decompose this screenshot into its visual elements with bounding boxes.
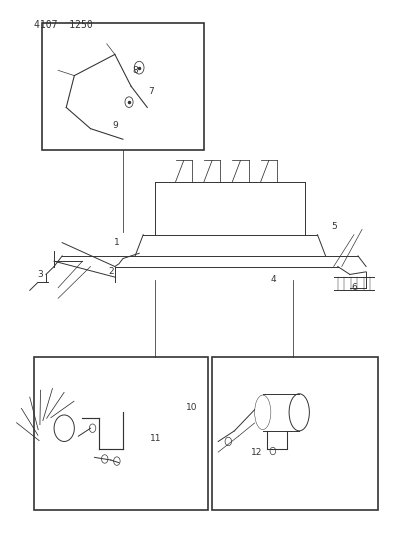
Bar — [42, 22, 204, 150]
Text: 7: 7 — [149, 87, 154, 96]
Text: 6: 6 — [351, 283, 357, 292]
Text: 4107  1250: 4107 1250 — [34, 20, 93, 30]
Text: 4: 4 — [270, 275, 276, 284]
Text: 5: 5 — [331, 222, 337, 231]
Text: 9: 9 — [112, 122, 118, 131]
Bar — [212, 357, 378, 511]
Text: 2: 2 — [108, 268, 113, 276]
Text: 12: 12 — [251, 448, 262, 457]
Text: 1: 1 — [114, 238, 120, 247]
Text: 8: 8 — [132, 66, 138, 75]
Text: 3: 3 — [37, 270, 43, 279]
Text: 10: 10 — [186, 402, 197, 411]
Bar — [34, 357, 208, 511]
Text: 11: 11 — [150, 434, 161, 443]
